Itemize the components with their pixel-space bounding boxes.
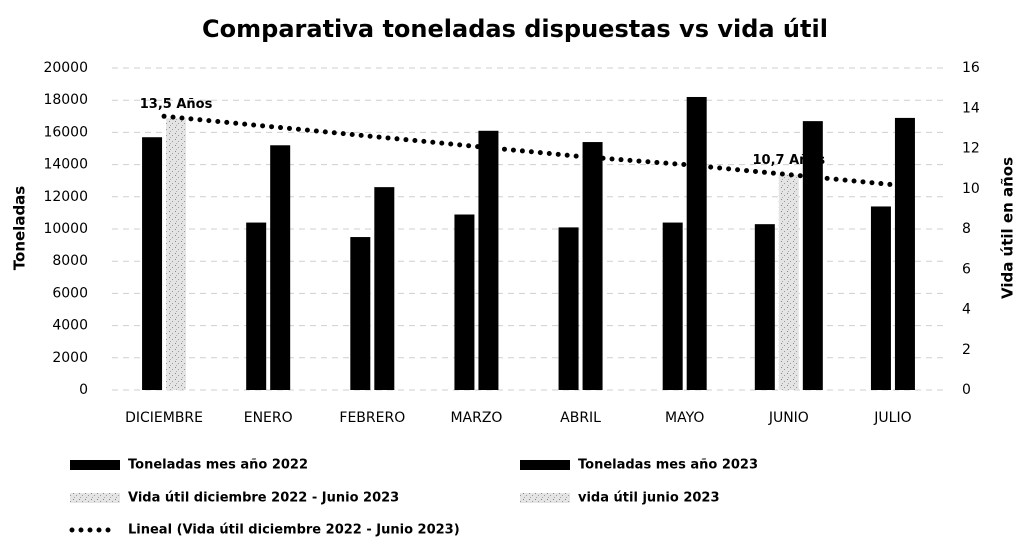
bar: [270, 145, 291, 390]
legend-swatch: [520, 493, 570, 503]
y2-tick-label: 8: [962, 221, 971, 237]
y-tick-label: 12000: [43, 189, 88, 205]
y2-tick-label: 4: [962, 302, 971, 318]
bar: [582, 142, 603, 390]
bar: [778, 174, 799, 390]
y-tick-label: 20000: [43, 60, 88, 76]
y-axis-label: Toneladas: [11, 186, 29, 271]
y2-tick-label: 12: [962, 141, 980, 157]
x-tick-label: FEBRERO: [339, 410, 405, 426]
x-tick-label: ENERO: [244, 410, 293, 426]
trend-line: [161, 113, 896, 188]
y-tick-label: 4000: [52, 318, 88, 334]
bar: [166, 118, 187, 390]
bar: [662, 222, 683, 390]
x-tick-label: JULIO: [873, 410, 911, 426]
legend-label: Lineal (Vida útil diciembre 2022 - Junio…: [128, 523, 460, 538]
bar: [350, 237, 371, 390]
x-tick-label: MARZO: [450, 410, 502, 426]
legend-label: vida útil junio 2023: [578, 491, 720, 506]
y2-tick-label: 10: [962, 181, 980, 197]
bar: [246, 222, 267, 390]
y-tick-label: 8000: [52, 253, 88, 269]
bar: [870, 206, 891, 390]
bar: [802, 121, 823, 390]
bar: [454, 214, 475, 390]
data-label: 13,5 Años: [140, 97, 213, 112]
bar: [686, 96, 707, 390]
y-tick-label: 18000: [43, 92, 88, 108]
x-tick-label: DICIEMBRE: [125, 410, 203, 426]
legend-swatch: [70, 460, 120, 470]
y2-axis-label: Vida útil en años: [999, 157, 1017, 299]
y-tick-label: 16000: [43, 124, 88, 140]
x-tick-label: JUNIO: [768, 410, 809, 426]
y2-tick-label: 16: [962, 60, 980, 76]
y2-tick-label: 2: [962, 342, 971, 358]
legend-label: Vida útil diciembre 2022 - Junio 2023: [128, 491, 399, 506]
y2-tick-label: 0: [962, 382, 971, 398]
bar: [894, 117, 915, 390]
bar: [558, 227, 579, 390]
legend-swatch: [70, 493, 120, 503]
y-tick-label: 10000: [43, 221, 88, 237]
bar: [374, 187, 395, 390]
y-tick-label: 2000: [52, 350, 88, 366]
chart-title: Comparativa toneladas dispuestas vs vida…: [202, 15, 828, 43]
y2-tick-label: 6: [962, 261, 971, 277]
bar: [142, 137, 163, 390]
bar: [754, 224, 775, 390]
x-tick-label: MAYO: [665, 410, 704, 426]
y-tick-label: 6000: [52, 285, 88, 301]
y-tick-label: 14000: [43, 157, 88, 173]
y-tick-label: 0: [79, 382, 88, 398]
legend-swatch: [520, 460, 570, 470]
y2-tick-label: 14: [962, 100, 980, 116]
legend-label: Toneladas mes año 2023: [578, 458, 758, 473]
legend-label: Toneladas mes año 2022: [128, 458, 308, 473]
bar: [478, 130, 499, 391]
x-tick-label: ABRIL: [560, 410, 601, 426]
